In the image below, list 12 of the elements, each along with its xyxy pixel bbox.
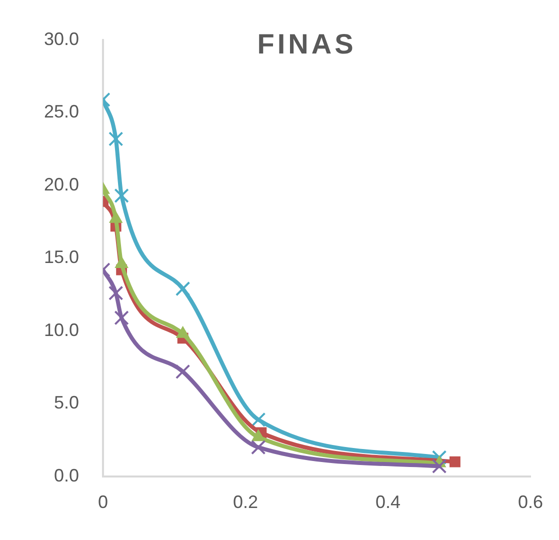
chart-title: FINAS <box>257 28 356 60</box>
y-tick-label: 30.0 <box>44 28 80 49</box>
y-tick-label: 0.0 <box>54 465 80 486</box>
y-tick-label: 10.0 <box>44 320 80 340</box>
y-tick-label: 25.0 <box>44 102 80 122</box>
y-tick-label: 20.0 <box>44 174 80 194</box>
x-tick-label: 0.4 <box>375 492 401 512</box>
y-tick-label: 15.0 <box>44 247 80 268</box>
x-tick-label: 0.2 <box>233 492 258 512</box>
y-tick-label: 5.0 <box>54 392 80 413</box>
x-tick-label: 0.6 <box>518 492 544 512</box>
x-tick-label: 0 <box>98 492 108 512</box>
